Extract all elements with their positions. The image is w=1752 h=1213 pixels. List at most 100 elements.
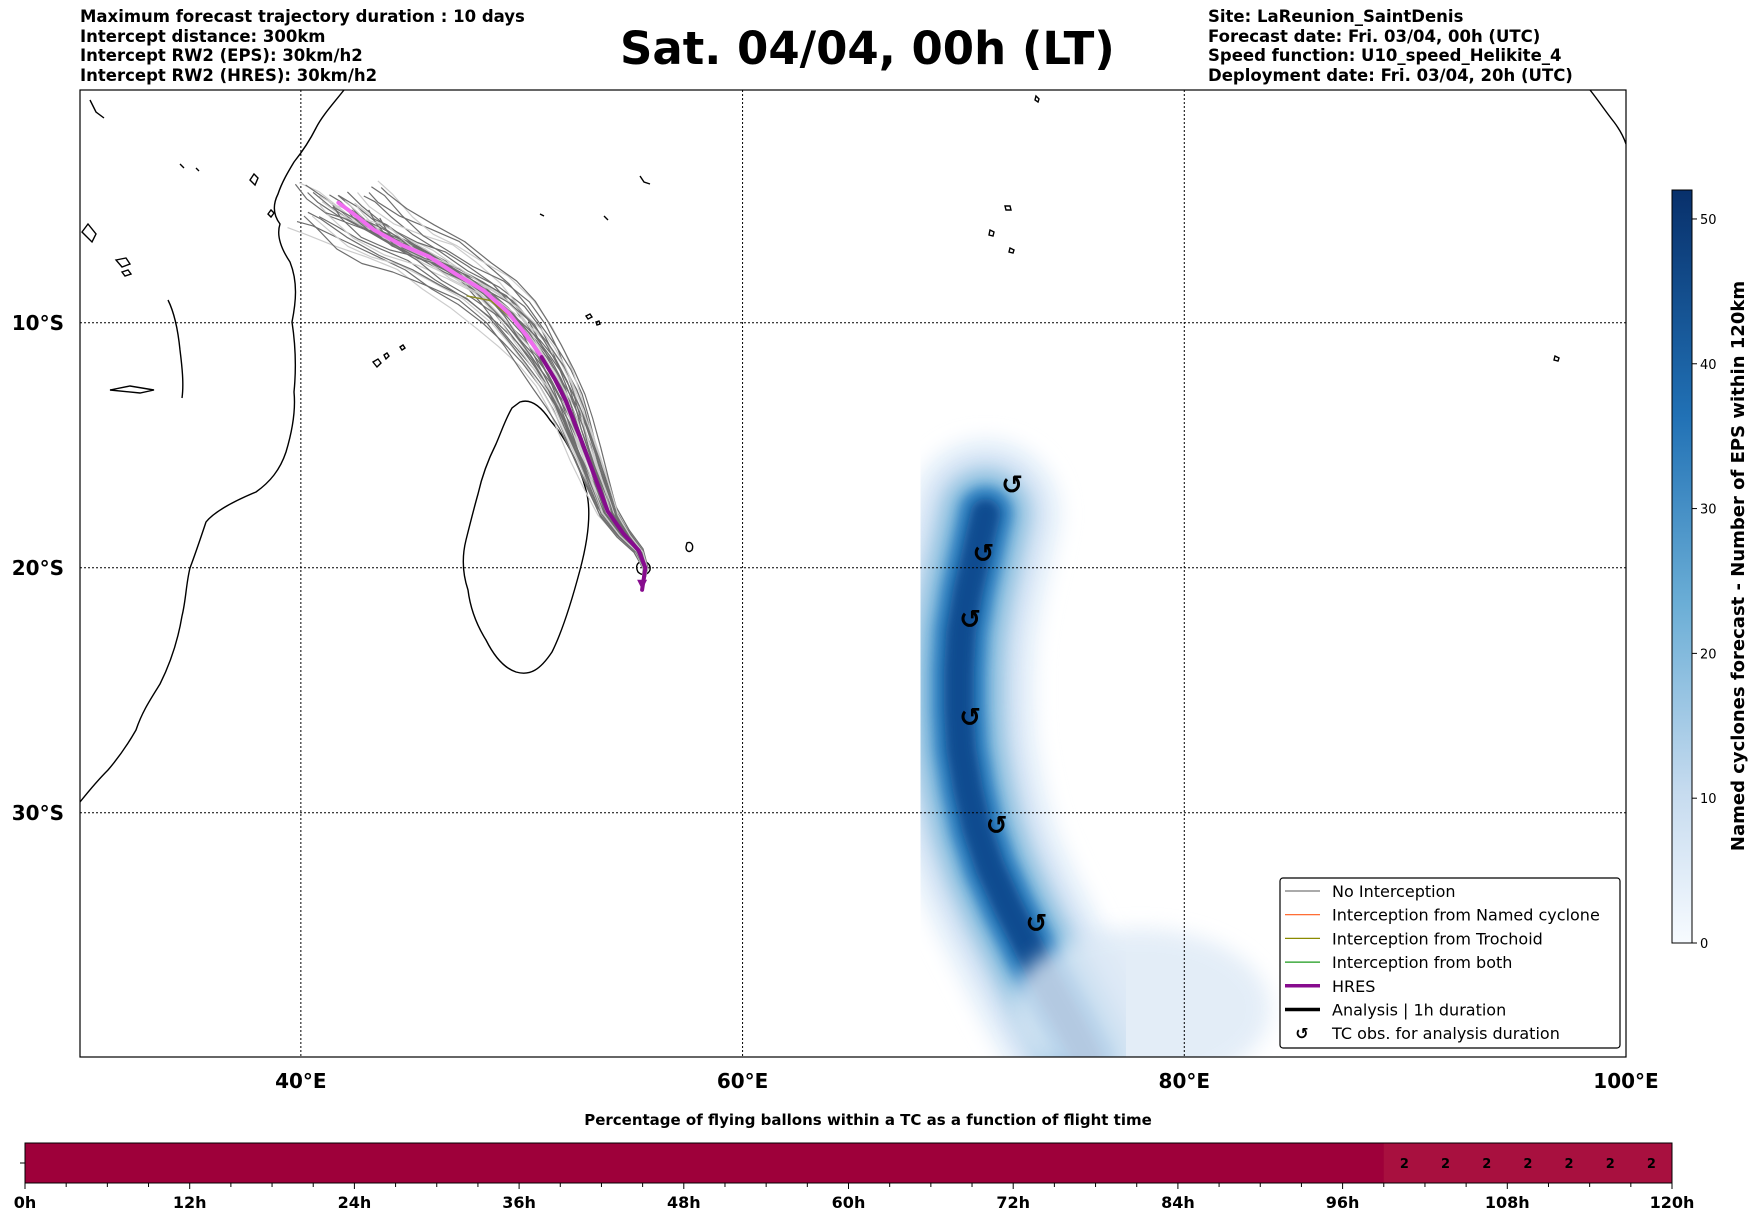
colorbar-tick-label: 40 [1700,358,1717,373]
colorbar-ticks: 0 10 20 30 40 50 [1692,213,1717,952]
timeline-tick-label: 108h [1485,1193,1530,1212]
eps-trajectory [307,211,645,590]
timeline-cell-value: 2 [1482,1157,1491,1172]
graticule [80,90,1626,1057]
lon-label-80: 80°E [1159,1069,1211,1093]
cyclone-density-plume [884,438,1271,1057]
legend-label: Interception from Trochoid [1332,929,1543,948]
colorbar: 0 10 20 30 40 50 Named cyclones forecast - Nu… [1671,189,1749,952]
flight-time-timeline: Percentage of flying ballons within a TC… [14,1111,1695,1212]
legend-label: Interception from Named cyclone [1332,906,1600,925]
lon-label-40: 40°E [275,1069,327,1093]
timeline-cell-value: 2 [1565,1157,1574,1172]
timeline-tick-label: 36h [502,1193,536,1212]
lon-label-60: 60°E [717,1069,769,1093]
mauritius-coastline [685,541,694,553]
africa-coastline [80,90,345,803]
tc-obs-symbol: ↺ [986,811,1008,841]
sumatra-coastline [1589,90,1626,145]
timeline-tick-label: 120h [1650,1193,1695,1212]
chagos-coastline [988,205,1015,254]
run-info-left: Maximum forecast trajectory duration : 1… [80,7,525,85]
longitude-labels: 40°E 60°E 80°E 100°E [275,1069,1659,1093]
aldabra-coastline [114,257,133,277]
info-rw2-hres: Intercept RW2 (HRES): 30km/h2 [80,65,378,85]
lake-tanganyika-coastline [109,385,155,394]
eps-trajectory [296,221,645,590]
info-site: Site: LaReunion_SaintDenis [1208,7,1464,26]
eps-trajectory [388,226,649,590]
map-panel: ↺ ↺ ↺ ↺ ↺ ↺ 40°E 60°E 80°E 100°E 10°S 20°S 30°S No… [12,89,1659,1093]
map-frame [79,89,1627,1058]
timeline-tick-label: 72h [996,1193,1030,1212]
timeline-ticks: 0h 12h 24h 36h 48h 60h 72h 84h 96h 108h 120h [14,1183,1695,1212]
eps-trajectory [346,191,648,590]
timeline-cell-value: 2 [1400,1157,1409,1172]
tc-observations: ↺ ↺ ↺ ↺ ↺ ↺ [959,470,1047,939]
lake-malawi-coastline [167,299,184,399]
timeline-cell-value: 2 [1523,1157,1532,1172]
eps-trajectory [303,215,644,590]
eps-trajectory [368,192,648,590]
legend-box [1279,877,1621,1049]
eps-trajectory [331,203,646,590]
legend-label: Interception from both [1332,953,1512,972]
timeline-tick-label: 60h [832,1193,866,1212]
timeline-cell-value: 2 [1441,1157,1450,1172]
hres-trajectory [336,200,648,592]
eps-trajectory [319,205,646,590]
tc-obs-symbol: ↺ [1001,470,1023,500]
timeline-tick-label: 0h [14,1193,37,1212]
legend-symbol: ↺ [1295,1024,1308,1043]
info-deployment-date: Deployment date: Fri. 03/04, 20h (UTC) [1208,65,1573,85]
timeline-highlight [1383,1143,1672,1183]
info-forecast-date: Forecast date: Fri. 03/04, 00h (UTC) [1208,26,1541,46]
run-info-right: Site: LaReunion_SaintDenis Forecast date… [1208,7,1573,85]
info-intercept-distance: Intercept distance: 300km [80,26,326,46]
latitude-labels: 10°S 20°S 30°S [12,311,64,825]
cocos-islands-coastline [1553,354,1560,362]
tc-obs-symbol: ↺ [959,703,981,733]
timeline-tick-label: 48h [667,1193,701,1212]
info-rw2-eps: Intercept RW2 (EPS): 30km/h2 [80,46,363,65]
tc-obs-symbol: ↺ [972,539,994,569]
comoros-coastline [371,344,406,369]
lon-label-100: 100°E [1593,1069,1658,1093]
colorbar-tick-label: 30 [1700,503,1717,518]
timeline-tick-label: 96h [1326,1193,1360,1212]
timeline-tick-label: 84h [1161,1193,1195,1212]
timeline-tick-label: 12h [173,1193,207,1212]
legend-label: HRES [1332,977,1375,996]
timeline-cell-value: 2 [1647,1157,1656,1172]
lat-label-30: 30°S [12,801,64,825]
northern-edge-coastline [89,99,651,221]
info-speed-function: Speed function: U10_speed_Helikite_4 [1208,46,1562,65]
lat-label-10: 10°S [12,311,64,335]
colorbar-tick-label: 0 [1700,937,1708,952]
timeline-cell-value: 2 [1606,1157,1615,1172]
legend-label: TC obs. for analysis duration [1331,1024,1560,1043]
legend-label: Analysis | 1h duration [1332,1001,1506,1020]
hres-track-late [336,200,544,360]
coastlines [80,90,1626,803]
colorbar-label: Named cyclones forecast - Number of EPS … [1728,281,1749,851]
colorbar-gradient [1671,189,1693,944]
colorbar-tick-label: 10 [1700,792,1717,807]
info-duration: Maximum forecast trajectory duration : 1… [80,7,525,26]
plume-southern-fan [1010,928,1271,1057]
colorbar-tick-label: 50 [1700,213,1717,228]
legend-label: No Interception [1332,882,1456,901]
maldives-coastline [1034,94,1040,104]
timeline-tick-label: 24h [338,1193,372,1212]
lat-label-20: 20°S [12,556,64,580]
timeline-title: Percentage of flying ballons within a TC… [584,1111,1152,1129]
deployment-site-marker [637,579,648,590]
zanzibar-coastline [249,172,275,219]
colorbar-tick-label: 20 [1700,647,1717,662]
timeline-cell-values: 2 2 2 2 2 2 2 [1400,1157,1656,1172]
hres-track-early [539,355,648,592]
seychelles-coastline [584,313,601,326]
tc-obs-symbol: ↺ [959,605,981,635]
lake-victoria-coastline [81,222,97,244]
page-title: Sat. 04/04, 00h (LT) [620,22,1115,75]
